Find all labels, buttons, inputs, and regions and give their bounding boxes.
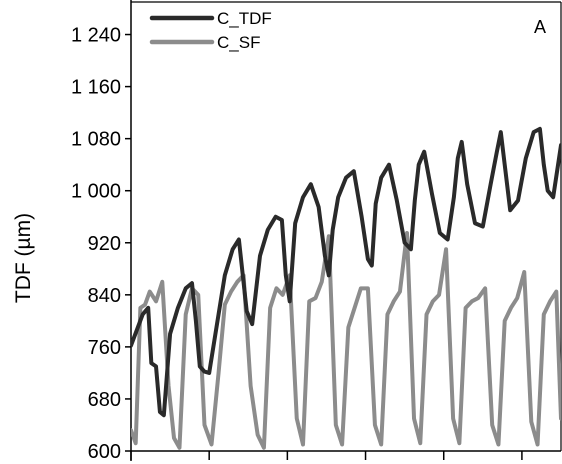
- y-tick-label: 760: [88, 337, 121, 359]
- legend: C_TDF C_SF: [149, 9, 272, 52]
- legend-label-c-tdf: C_TDF: [217, 9, 272, 28]
- legend-label-c-sf: C_SF: [217, 33, 260, 52]
- y-tick-label: 1 080: [71, 129, 121, 151]
- y-tick-label: 840: [88, 285, 121, 307]
- y-tick-label: 1 160: [71, 77, 121, 99]
- y-tick-label: 1 240: [71, 25, 121, 47]
- x-axis: [130, 450, 561, 460]
- y-tick-label: 920: [88, 233, 121, 255]
- panel-label: A: [534, 17, 546, 37]
- y-axis: 600 680 760 840 920 1 000 1 080 1 160 1 240: [71, 0, 132, 463]
- y-tick-label: 600: [88, 441, 121, 463]
- series-layer: [131, 126, 561, 450]
- y-tick-label: 680: [88, 389, 121, 411]
- y-axis-title: TDF (µm): [12, 213, 35, 303]
- series-line-c-sf: [131, 231, 561, 450]
- y-tick-label: 1 000: [71, 181, 121, 203]
- series-line-c-tdf: [131, 126, 561, 418]
